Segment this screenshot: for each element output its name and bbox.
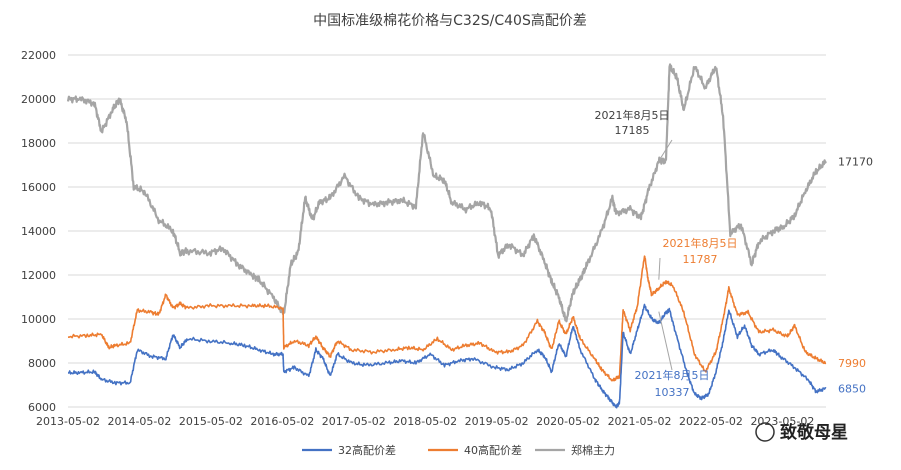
annotation-leader — [658, 257, 661, 280]
x-tick-label: 2020-05-02 — [536, 415, 600, 428]
y-tick-label: 6000 — [28, 401, 56, 414]
annotation-date: 2021年8月5日 — [663, 236, 738, 250]
series-lines — [66, 63, 827, 409]
legend-label: 32高配价差 — [338, 443, 396, 457]
annotations: 2021年8月5日 17185 2021年8月5日 11787 2021年8月5日 103… — [595, 108, 738, 399]
chart-title: 中国标准级棉花价格与C32S/C40S高配价差 — [313, 12, 587, 29]
x-tick-label: 2018-05-02 — [393, 415, 457, 428]
legend-label: 郑棉主力 — [571, 443, 615, 457]
end-labels: 17170 7990 6850 — [838, 155, 873, 395]
y-tick-label: 14000 — [21, 225, 56, 238]
watermark: 致敬母星 — [755, 422, 848, 443]
x-tick-label: 2015-05-02 — [179, 415, 243, 428]
y-tick-label: 12000 — [21, 269, 56, 282]
x-tick-label: 2013-05-02 — [36, 415, 100, 428]
annotation-date: 2021年8月5日 — [635, 368, 710, 382]
y-axis: 22000 20000 18000 16000 14000 12000 10000 8000 6… — [21, 49, 56, 414]
x-tick-label: 2022-05-02 — [679, 415, 743, 428]
end-label: 6850 — [838, 382, 866, 395]
gridlines — [68, 54, 826, 408]
annotation-leader — [658, 311, 673, 371]
y-tick-label: 22000 — [21, 49, 56, 62]
x-tick-label: 2017-05-02 — [322, 415, 386, 428]
annotation-value: 10337 — [655, 386, 690, 399]
x-tick-label: 2021-05-02 — [608, 415, 672, 428]
y-tick-label: 10000 — [21, 313, 56, 326]
watermark-text: 致敬母星 — [780, 422, 848, 443]
x-tick-label: 2014-05-02 — [107, 415, 171, 428]
y-tick-label: 18000 — [21, 137, 56, 150]
annotation-date: 2021年8月5日 — [595, 108, 670, 122]
annotation-value: 17185 — [615, 124, 650, 137]
x-tick-label: 2019-05-02 — [465, 415, 529, 428]
end-label: 7990 — [838, 357, 866, 370]
y-tick-label: 20000 — [21, 93, 56, 106]
y-tick-label: 8000 — [28, 357, 56, 370]
x-tick-label: 2023-05-02 — [750, 415, 814, 428]
end-label: 17170 — [838, 155, 873, 168]
series-line-2 — [66, 63, 827, 323]
y-tick-label: 16000 — [21, 181, 56, 194]
annotation-leader — [658, 139, 673, 162]
x-axis: 2013-05-02 2014-05-02 2015-05-02 2016-05-02… — [36, 415, 814, 428]
series-line-1 — [67, 255, 827, 382]
wechat-icon — [755, 422, 775, 442]
x-tick-label: 2016-05-02 — [250, 415, 314, 428]
annotation-value: 11787 — [683, 253, 718, 266]
series-line-0 — [68, 303, 827, 409]
legend: 32高配价差 40高配价差 郑棉主力 — [302, 443, 615, 457]
legend-label: 40高配价差 — [464, 443, 522, 457]
